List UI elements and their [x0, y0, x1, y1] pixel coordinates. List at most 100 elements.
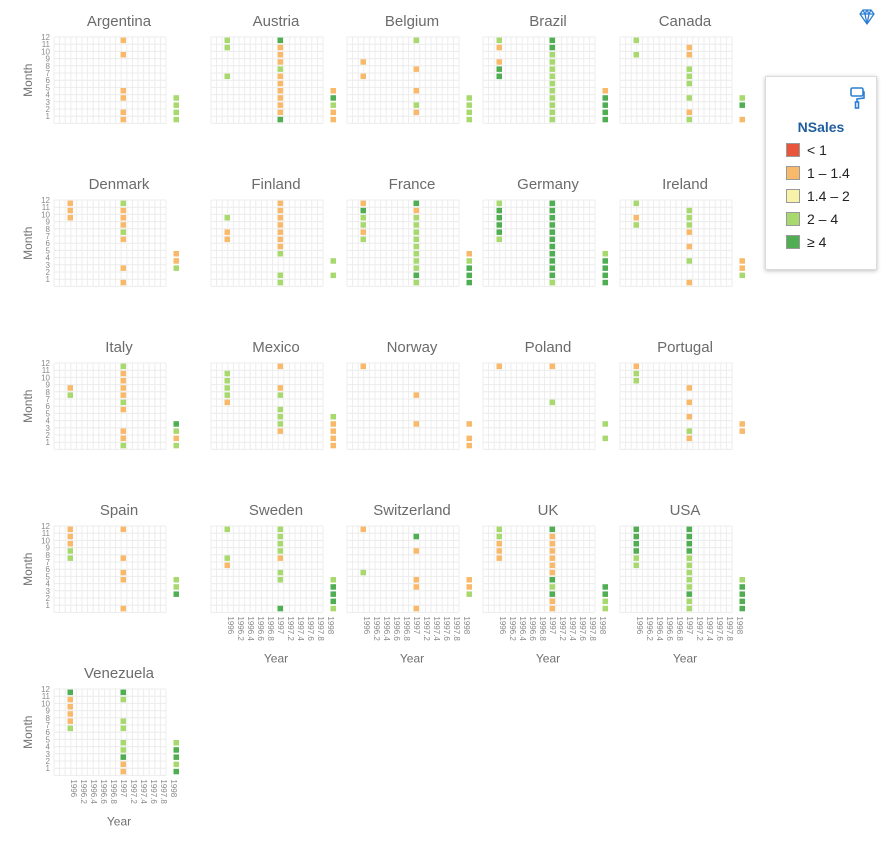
heatmap-cell: [549, 109, 555, 116]
heatmap-cell: [633, 200, 639, 207]
heatmap-cell: [549, 66, 555, 72]
heatmap-cell: [120, 754, 126, 760]
x-tick-label: 1996.4: [246, 616, 255, 641]
heatmap-cell: [496, 229, 502, 235]
heatmap-cell: [739, 428, 745, 434]
heatmap-cell: [173, 754, 179, 760]
heatmap-cell: [120, 747, 126, 753]
paint-roller-icon[interactable]: [849, 86, 865, 110]
heatmap-cell: [496, 236, 502, 243]
heatmap-cell: [739, 584, 745, 590]
legend-label: 2 – 4: [807, 211, 839, 227]
diamond-icon[interactable]: [858, 8, 876, 26]
x-tick-label: 1996.6: [528, 616, 537, 641]
heatmap-cell: [413, 584, 419, 590]
y-tick-label: 5: [46, 735, 51, 744]
y-tick-label: 4: [46, 254, 51, 263]
heatmap-cell: [466, 435, 472, 442]
heatmap-cell: [120, 385, 126, 391]
heatmap-cell: [686, 385, 692, 391]
y-axis-title: Month: [21, 716, 35, 749]
heatmap-cell: [277, 385, 283, 391]
heatmap-cell: [549, 533, 555, 540]
heatmap-cell: [686, 605, 692, 612]
x-tick-label: 1996.8: [402, 616, 411, 641]
y-tick-label: 6: [46, 565, 51, 574]
heatmap-cell: [120, 37, 126, 44]
heatmap-cell: [549, 116, 555, 123]
heatmap-cell: [633, 526, 639, 533]
heatmap-cell: [277, 243, 283, 250]
heatmap-cell: [67, 696, 73, 703]
y-axis-title: Month: [21, 64, 35, 97]
heatmap-cell: [360, 569, 366, 576]
heatmap-cell: [224, 392, 230, 398]
heatmap-cell: [496, 66, 502, 72]
x-tick-label: 1996.6: [99, 779, 108, 804]
y-tick-label: 1: [46, 438, 51, 447]
heatmap-cell: [173, 95, 179, 101]
x-tick-label: 1996.6: [256, 616, 265, 641]
heatmap-cell: [549, 251, 555, 257]
heatmap-cell: [120, 236, 126, 243]
legend-label: ≥ 4: [807, 234, 827, 250]
x-tick-label: 1997.8: [452, 616, 461, 641]
y-tick-label: 10: [41, 699, 50, 708]
y-tick-label: 1: [46, 764, 51, 773]
heatmap-cell: [173, 747, 179, 753]
legend-item-1.4-2[interactable]: 1.4 – 2: [786, 187, 850, 205]
heatmap-cell: [120, 116, 126, 123]
heatmap-cell: [330, 591, 336, 597]
legend-item-lt1[interactable]: < 1: [786, 141, 827, 159]
heatmap-cell: [413, 272, 419, 279]
heatmap-cell: [277, 236, 283, 243]
y-tick-label: 9: [46, 218, 51, 227]
heatmap-cell: [330, 605, 336, 612]
y-tick-label: 10: [41, 210, 50, 219]
heatmap-cell: [466, 251, 472, 257]
heatmap-cell: [277, 605, 283, 612]
legend-swatch: [786, 189, 800, 203]
heatmap-cell: [496, 548, 502, 554]
heatmap-cell: [277, 73, 283, 80]
heatmap-cell: [277, 272, 283, 279]
x-tick-label: 1997.8: [588, 616, 597, 641]
legend-swatch: [786, 212, 800, 226]
x-tick-label: 1997.6: [149, 779, 158, 804]
heatmap-cell: [496, 555, 502, 561]
legend-item-2-4[interactable]: 2 – 4: [786, 210, 838, 228]
heatmap-cell: [67, 207, 73, 214]
y-tick-label: 3: [46, 424, 51, 433]
heatmap-cell: [739, 116, 745, 123]
heatmap-cell: [466, 442, 472, 449]
panel-title: Switzerland: [373, 502, 451, 519]
heatmap-cell: [496, 363, 502, 370]
heatmap-cell: [277, 406, 283, 413]
x-tick-label: 1996.6: [392, 616, 401, 641]
heatmap-cell: [686, 73, 692, 80]
heatmap-cell: [67, 725, 73, 732]
heatmap-cell: [67, 711, 73, 717]
heatmap-cell: [224, 229, 230, 235]
heatmap-cell: [686, 229, 692, 235]
x-tick-label: 1996.2: [79, 779, 88, 804]
heatmap-cell: [413, 605, 419, 612]
heatmap-cell: [360, 200, 366, 207]
heatmap-cell: [549, 44, 555, 51]
x-tick-label: 1996.2: [508, 616, 517, 641]
heatmap-cell: [686, 52, 692, 58]
heatmap-cell: [602, 435, 608, 442]
heatmap-cell: [67, 200, 73, 207]
legend-item-ge4[interactable]: ≥ 4: [786, 233, 826, 251]
heatmap-cell: [413, 236, 419, 243]
heatmap-cell: [277, 95, 283, 101]
heatmap-cell: [602, 605, 608, 612]
heatmap-cell: [633, 370, 639, 377]
y-tick-label: 10: [41, 47, 50, 56]
heatmap-cell: [413, 243, 419, 250]
y-tick-label: 9: [46, 544, 51, 553]
heatmap-cell: [739, 102, 745, 108]
legend-item-1-1.4[interactable]: 1 – 1.4: [786, 164, 850, 182]
heatmap-cell: [330, 95, 336, 101]
heatmap-cell: [120, 370, 126, 377]
